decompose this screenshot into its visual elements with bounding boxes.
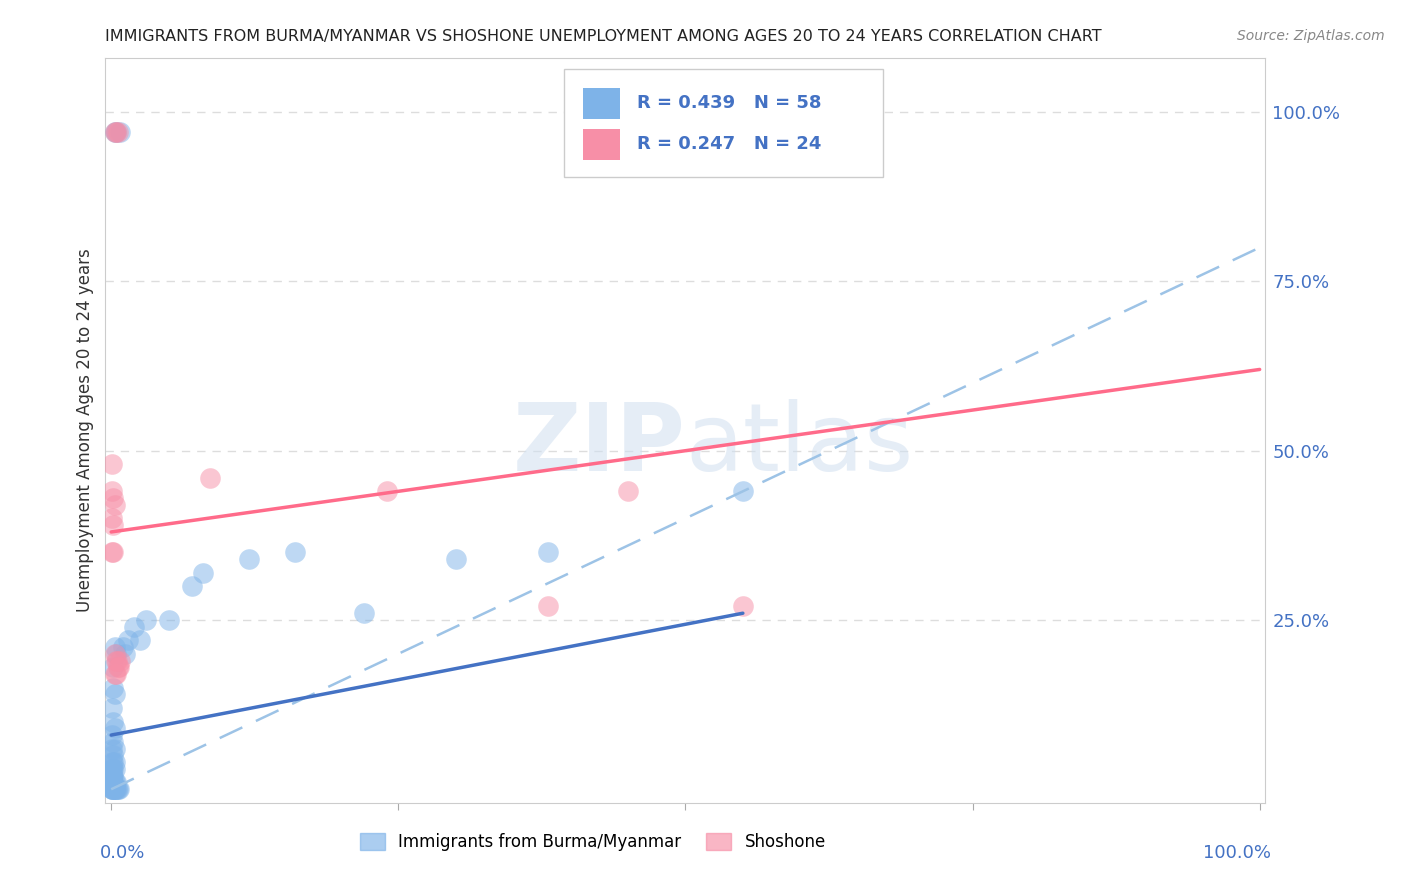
Point (110, 126, 132, 140)
Point (104, 688, 127, 702)
Point (105, 782, 128, 797)
Point (103, 545, 125, 559)
Text: R = 0.439   N = 58: R = 0.439 N = 58 (637, 95, 821, 112)
Point (103, 681, 125, 695)
Point (107, 660, 129, 674)
Point (104, 782, 127, 797)
Point (375, 484, 398, 499)
Point (111, 640, 134, 654)
Point (104, 775, 127, 789)
Point (101, 782, 124, 797)
Point (284, 545, 307, 559)
Point (104, 667, 127, 681)
Point (191, 566, 214, 580)
Point (101, 769, 124, 783)
Point (100, 769, 122, 783)
Y-axis label: Unemployment Among Ages 20 to 24 years: Unemployment Among Ages 20 to 24 years (76, 249, 94, 612)
Text: 0.0%: 0.0% (100, 844, 145, 862)
Point (103, 775, 125, 789)
Point (101, 484, 124, 499)
Point (104, 647, 127, 661)
Point (104, 782, 127, 797)
Point (101, 762, 124, 776)
Point (103, 755, 125, 769)
Point (103, 769, 125, 783)
Point (103, 660, 125, 674)
Point (104, 782, 127, 797)
Point (731, 484, 754, 499)
Point (238, 552, 260, 566)
Point (100, 775, 122, 789)
Point (100, 782, 122, 797)
Point (114, 647, 136, 661)
Point (103, 735, 125, 749)
Point (104, 721, 127, 735)
FancyBboxPatch shape (583, 87, 620, 119)
Point (103, 491, 125, 505)
Text: 100.0%: 100.0% (1204, 844, 1271, 862)
Point (104, 654, 127, 668)
Point (107, 126, 129, 140)
Point (100, 457, 122, 471)
Point (617, 484, 640, 499)
Point (101, 728, 124, 742)
Point (104, 640, 127, 654)
Point (157, 613, 180, 627)
Point (731, 599, 754, 614)
Point (108, 660, 131, 674)
Point (117, 633, 139, 648)
Text: R = 0.247   N = 24: R = 0.247 N = 24 (637, 136, 821, 153)
Point (104, 775, 127, 789)
Point (104, 126, 127, 140)
Point (104, 762, 127, 776)
Point (198, 471, 221, 485)
Point (103, 518, 125, 533)
Point (103, 748, 125, 763)
Point (104, 741, 127, 756)
Point (103, 762, 125, 776)
Point (104, 667, 127, 681)
Point (122, 620, 145, 634)
Point (105, 654, 128, 668)
Point (104, 126, 127, 140)
Point (104, 755, 127, 769)
Point (104, 126, 127, 140)
Point (100, 762, 122, 776)
Point (103, 782, 125, 797)
FancyBboxPatch shape (564, 70, 883, 178)
Point (103, 714, 125, 729)
Point (101, 755, 124, 769)
Text: ZIP: ZIP (513, 400, 686, 491)
Point (104, 498, 127, 512)
Text: IMMIGRANTS FROM BURMA/MYANMAR VS SHOSHONE UNEMPLOYMENT AMONG AGES 20 TO 24 YEARS: IMMIGRANTS FROM BURMA/MYANMAR VS SHOSHON… (105, 29, 1102, 44)
Point (129, 633, 152, 648)
Point (101, 772, 124, 786)
Point (353, 606, 375, 620)
Point (101, 511, 124, 525)
Point (108, 782, 131, 797)
Point (101, 545, 124, 559)
Legend: Immigrants from Burma/Myanmar, Shoshone: Immigrants from Burma/Myanmar, Shoshone (353, 826, 832, 858)
Point (101, 775, 124, 789)
Point (110, 654, 132, 668)
Point (536, 545, 558, 559)
Point (444, 552, 467, 566)
Point (101, 741, 124, 756)
Point (107, 782, 129, 797)
Point (536, 599, 558, 614)
Text: atlas: atlas (686, 400, 914, 491)
Text: Source: ZipAtlas.com: Source: ZipAtlas.com (1237, 29, 1385, 43)
Point (103, 782, 125, 797)
Point (101, 782, 124, 797)
Point (104, 647, 127, 661)
Point (135, 613, 157, 627)
FancyBboxPatch shape (583, 128, 620, 160)
Point (104, 126, 127, 140)
Point (101, 701, 124, 715)
Point (180, 579, 202, 593)
